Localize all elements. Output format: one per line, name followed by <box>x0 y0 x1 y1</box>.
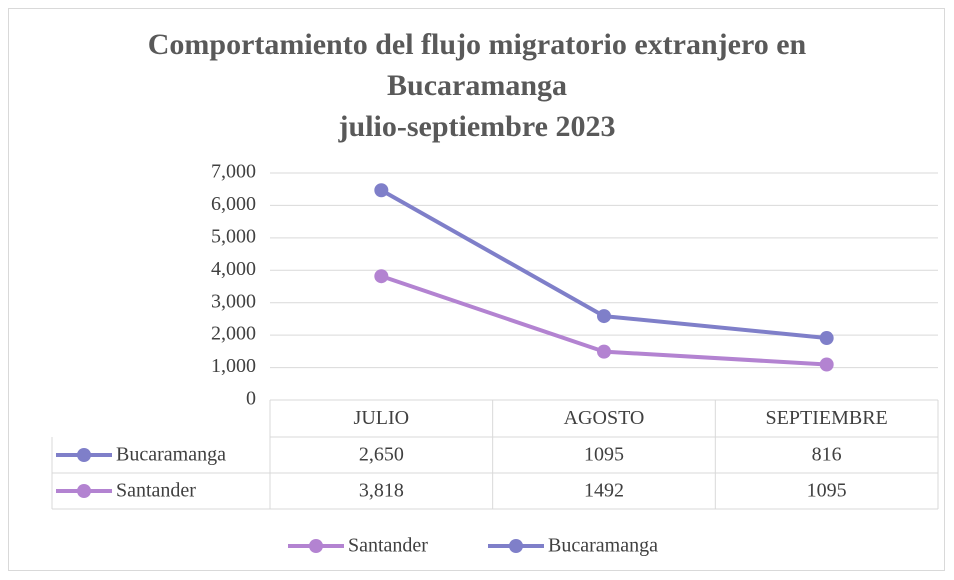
table-cell: 816 <box>812 444 842 466</box>
y-tick-label: 4,000 <box>211 258 256 280</box>
chart-title: julio-septiembre 2023 <box>338 110 616 143</box>
chart-title: Comportamiento del flujo migratorio extr… <box>148 28 807 61</box>
x-tick-label: JULIO <box>354 407 410 429</box>
table-legend-label: Santander <box>116 480 196 502</box>
table-legend-marker <box>77 448 91 462</box>
y-tick-label: 1,000 <box>211 355 256 377</box>
legend-marker <box>309 539 323 553</box>
legend-marker <box>509 539 523 553</box>
point <box>819 357 834 372</box>
table-cell: 2,650 <box>359 444 404 466</box>
table-cell: 1095 <box>807 480 847 502</box>
y-tick-label: 6,000 <box>211 193 256 215</box>
table-cell: 3,818 <box>359 480 404 502</box>
y-tick-label: 7,000 <box>211 161 256 183</box>
point <box>597 309 611 324</box>
point <box>374 269 389 284</box>
chart-title: Bucaramanga <box>387 69 567 102</box>
table-legend-label: Bucaramanga <box>116 444 226 466</box>
x-tick-label: SEPTIEMBRE <box>766 407 888 429</box>
legend-label: Bucaramanga <box>548 535 658 557</box>
table-cell: 1095 <box>584 444 624 466</box>
table-legend-marker <box>77 484 91 498</box>
y-tick-label: 5,000 <box>211 225 256 247</box>
y-tick-label: 2,000 <box>211 323 256 345</box>
y-tick-label: 3,000 <box>211 290 256 312</box>
y-tick-label: 0 <box>246 388 256 410</box>
x-tick-label: AGOSTO <box>564 407 645 429</box>
point <box>597 344 611 359</box>
legend-label: Santander <box>348 535 428 557</box>
point <box>819 331 834 346</box>
table-cell: 1492 <box>584 480 624 502</box>
point <box>374 183 389 198</box>
chart-border <box>8 8 945 571</box>
